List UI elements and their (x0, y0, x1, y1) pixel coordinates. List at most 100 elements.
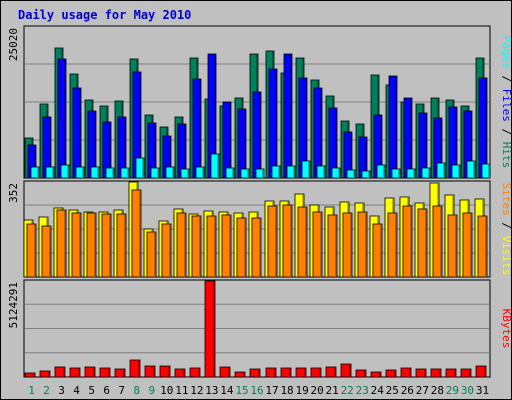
bar-pages-day-4 (75, 166, 85, 179)
legend-separator: / (500, 122, 512, 142)
legend-item: Pages (500, 36, 512, 69)
bar-shade (64, 211, 66, 277)
bar-shade (124, 118, 126, 178)
bar-kbytes-day-5 (84, 366, 96, 378)
bar-kbytes-day-24 (370, 371, 382, 378)
bar-shade (338, 169, 340, 178)
bar-shade (395, 77, 397, 178)
bar-kbytes-day-21 (325, 366, 337, 378)
x-tick-label: 8 (133, 384, 140, 397)
bar-sites-day-2 (41, 225, 52, 278)
bar-pages-day-27 (421, 167, 431, 179)
bar-pages-day-14 (225, 167, 235, 179)
legend-item: KBytes (500, 309, 512, 349)
bar-pages-day-22 (346, 169, 356, 179)
y-max-label: 5124291 (7, 282, 20, 328)
bar-kbytes-day-27 (415, 368, 427, 378)
legend-item: Visits (500, 236, 512, 276)
x-tick-label: 21 (326, 384, 339, 397)
bar-pages-day-11 (180, 168, 190, 179)
bar-kbytes-day-29 (445, 368, 457, 378)
bar-pages-day-31 (481, 163, 491, 179)
bar-shade (37, 168, 39, 178)
bar-shade (202, 168, 204, 178)
bar-sites-day-11 (176, 212, 187, 278)
bar-kbytes-day-14 (219, 366, 231, 378)
bar-pages-day-8 (135, 157, 145, 179)
bar-sites-day-21 (327, 214, 338, 278)
bar-pages-day-28 (436, 162, 446, 179)
bar-kbytes-day-18 (280, 367, 292, 378)
legend-separator: / (500, 216, 512, 236)
bar-kbytes-day-4 (69, 367, 81, 378)
bar-shade (109, 215, 111, 277)
bar-sites-day-17 (267, 205, 278, 278)
x-tick-label: 2 (43, 384, 50, 397)
bar-shade (365, 213, 367, 277)
bar-shade (320, 213, 322, 277)
bar-shade (428, 169, 430, 178)
bar-shade (410, 99, 412, 178)
x-tick-label: 28 (431, 384, 444, 397)
bar-shade (232, 169, 234, 178)
bar-sites-day-25 (387, 212, 398, 278)
bar-shade (139, 191, 141, 277)
bar-kbytes-day-13 (204, 280, 216, 378)
x-tick-label: 12 (190, 384, 203, 397)
bar-sites-day-26 (402, 205, 413, 278)
bar-shade (409, 369, 411, 377)
bar-shade (49, 118, 51, 178)
bar-shade (213, 282, 215, 377)
bar-shade (454, 370, 456, 377)
x-tick-label: 5 (88, 384, 95, 397)
x-tick-label: 27 (416, 384, 429, 397)
bar-shade (469, 370, 471, 377)
bar-kbytes-day-15 (234, 371, 246, 378)
bar-shade (262, 170, 264, 178)
bar-shade (198, 369, 200, 377)
bar-shade (82, 168, 84, 178)
bar-kbytes-day-20 (310, 367, 322, 378)
bar-shade (335, 109, 337, 178)
bar-shade (458, 166, 460, 178)
bar-shade (229, 216, 231, 277)
bar-kbytes-day-8 (129, 359, 141, 378)
bar-shade (470, 112, 472, 178)
bar-shade (78, 369, 80, 377)
bar-pages-day-16 (255, 168, 265, 179)
legend-visits-sites: Sites / Visits (500, 183, 512, 276)
bar-shade (485, 79, 487, 178)
bar-shade (214, 217, 216, 277)
x-tick-label: 11 (175, 384, 188, 397)
bar-shade (48, 372, 50, 377)
x-tick-label: 13 (205, 384, 218, 397)
bar-shade (124, 215, 126, 277)
bar-shade (455, 216, 457, 277)
bar-shade (244, 110, 246, 178)
bar-shade (455, 108, 457, 178)
bar-shade (184, 125, 186, 178)
y-max-label: 352 (7, 183, 20, 203)
bar-shade (413, 170, 415, 178)
bar-shade (488, 165, 490, 178)
bar-shade (94, 214, 96, 277)
bar-shade (484, 367, 486, 377)
bar-sites-day-12 (191, 215, 202, 278)
bar-shade (364, 371, 366, 377)
bar-shade (353, 171, 355, 178)
bar-shade (289, 369, 291, 377)
bar-shade (380, 225, 382, 277)
bar-shade (169, 225, 171, 277)
bar-shade (380, 116, 382, 178)
bar-sites-day-7 (116, 213, 127, 278)
bar-pages-day-6 (105, 167, 115, 179)
bar-pages-day-20 (316, 165, 326, 179)
x-tick-label: 19 (295, 384, 308, 397)
bar-shade (64, 60, 66, 178)
bar-pages-day-13 (210, 153, 220, 179)
bar-shade (394, 371, 396, 377)
x-axis-day-labels: 1 2 3 4 5 6 7 8 9 10 11 12 13 14 15 16 17 18 19 20 21 22 23 24 2… (28, 384, 489, 397)
x-tick-label: 1 (28, 384, 35, 397)
bar-sites-day-5 (86, 212, 97, 278)
bar-pages-day-21 (331, 167, 341, 179)
